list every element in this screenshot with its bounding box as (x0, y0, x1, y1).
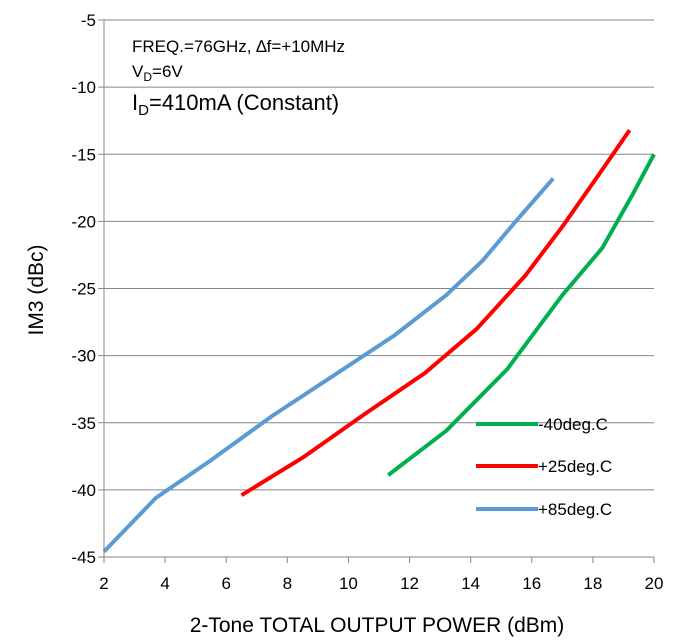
x-tick-labels: 2 4 6 8 10 12 14 16 18 20 (99, 574, 663, 593)
y-tick-label: -20 (71, 212, 96, 231)
annotation-block: FREQ.=76GHz, ∆f=+10MHz VD=6V ID=410mA (C… (132, 37, 345, 119)
series-lines (102, 128, 656, 553)
x-tick-label: 4 (160, 574, 169, 593)
series-line (386, 153, 656, 477)
annotation-current: ID=410mA (Constant) (132, 90, 339, 119)
y-tick-label: -15 (71, 145, 96, 164)
y-tick-label: -30 (71, 347, 96, 366)
y-tick-label: -25 (71, 280, 96, 299)
plot-frame (98, 19, 655, 563)
y-axis-title: IM3 (dBc) (25, 244, 48, 335)
x-axis-title: 2-Tone TOTAL OUTPUT POWER (dBm) (190, 614, 565, 637)
annotation-voltage-sub: D (143, 70, 152, 84)
annotation-current-sub: D (138, 102, 149, 119)
y-tick-label: -40 (71, 481, 96, 500)
x-tick-label: 6 (221, 574, 230, 593)
legend-label: -40deg.C (538, 415, 608, 434)
legend-label: +25deg.C (538, 457, 612, 476)
legend-label: +85deg.C (538, 500, 612, 519)
y-tick-label: -10 (71, 78, 96, 97)
x-tick-label: 16 (522, 574, 541, 593)
x-tick-label: 2 (99, 574, 108, 593)
y-tick-label: -45 (71, 548, 96, 567)
x-tick-label: 8 (283, 574, 292, 593)
y-tick-label: -5 (81, 11, 96, 30)
x-tick-label: 10 (339, 574, 358, 593)
x-tick-label: 20 (645, 574, 664, 593)
x-tick-label: 14 (461, 574, 480, 593)
legend: -40deg.C +25deg.C +85deg.C (476, 415, 612, 519)
annotation-frequency: FREQ.=76GHz, ∆f=+10MHz (132, 37, 345, 56)
annotation-current-rest: =410mA (Constant) (149, 90, 339, 115)
y-tick-labels: -5 -10 -15 -20 -25 -30 -35 -40 -45 (71, 11, 96, 567)
annotation-current-main: I (132, 90, 138, 115)
annotation-voltage-main: V (132, 62, 144, 81)
series-line (240, 128, 632, 497)
x-tick-label: 18 (583, 574, 602, 593)
annotation-voltage-rest: =6V (152, 62, 183, 81)
x-tick-label: 12 (400, 574, 419, 593)
annotation-voltage: VD=6V (132, 62, 183, 84)
series-line (102, 177, 555, 553)
y-tick-label: -35 (71, 414, 96, 433)
